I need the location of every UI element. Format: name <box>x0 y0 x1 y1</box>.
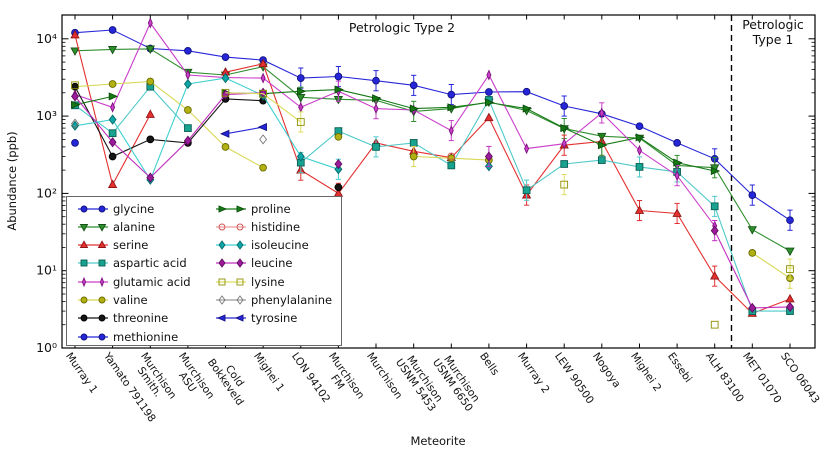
legend-item-threonine: threonine <box>75 310 168 327</box>
series-proline <box>71 85 721 176</box>
svg-text:10²: 10² <box>36 185 57 200</box>
legend-item-tyrosine: tyrosine <box>213 310 297 327</box>
svg-text:10³: 10³ <box>36 108 57 123</box>
region-label-type2: Petrologic Type 2 <box>348 20 456 35</box>
legend-item-phenylalanine: phenylalanine <box>213 292 332 309</box>
legend-item-proline: proline <box>213 200 291 217</box>
legend-item-lysine: lysine <box>213 273 285 290</box>
svg-text:10⁴: 10⁴ <box>36 31 57 46</box>
legend-item-serine: serine <box>75 237 148 254</box>
series-glycine <box>71 26 794 231</box>
series-histidine <box>447 152 456 161</box>
svg-text:10¹: 10¹ <box>36 263 57 278</box>
legend-item-aspartic-acid: aspartic acid <box>75 255 187 272</box>
legend-item-valine: valine <box>75 292 148 309</box>
legend-item-leucine: leucine <box>213 255 292 272</box>
y-axis-label: Abundance (ppb) <box>5 131 19 231</box>
series-phenylalanine <box>71 118 268 145</box>
x-tick-label: SCO 06043 <box>777 350 822 406</box>
legend-item-isoleucine: isoleucine <box>213 237 309 254</box>
legend: glycine alanine serine aspartic acid glutami… <box>66 196 342 346</box>
series-isoleucine <box>71 72 493 185</box>
series-lysine <box>71 81 794 329</box>
legend-item-glycine: glycine <box>75 200 154 217</box>
legend-item-alanine: alanine <box>75 218 155 235</box>
legend-item-glutamic-acid: glutamic acid <box>75 273 191 290</box>
region-label-type1: Petrologic Type 1 <box>742 17 804 47</box>
x-axis-label: Meteorite <box>410 434 466 448</box>
series-methionine <box>71 139 79 147</box>
legend-item-methionine: methionine <box>75 328 178 345</box>
legend-item-histidine: histidine <box>213 218 300 235</box>
svg-text:10⁰: 10⁰ <box>36 340 57 355</box>
x-tick-label: Bells <box>476 350 502 378</box>
plot-frame <box>61 14 816 349</box>
series-tyrosine <box>219 123 267 138</box>
